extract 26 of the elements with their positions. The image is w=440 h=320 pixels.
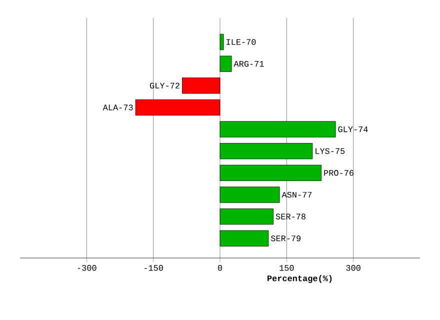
y-tick-label: SER-78 (276, 214, 306, 220)
bar (220, 121, 336, 138)
bar (220, 186, 280, 203)
y-tick-label: ARG-71 (234, 60, 264, 67)
y-tick-label: GLY-74 (338, 126, 368, 132)
y-tick-label: ILE-70 (226, 39, 256, 45)
y-tick-label: ALA-73 (102, 104, 133, 110)
bar (220, 230, 269, 246)
y-tick-label: ASN-77 (282, 192, 312, 198)
x-tick-label: 300 (346, 265, 360, 271)
bar (182, 78, 220, 94)
bar (135, 99, 220, 116)
bar (220, 56, 232, 72)
x-tick-label: 0 (218, 265, 222, 271)
bar (220, 34, 224, 50)
bar (220, 143, 313, 160)
y-tick-label: PRO-76 (324, 170, 354, 176)
y-tick-label: GLY-72 (150, 82, 180, 89)
y-tick-label: LYS-75 (316, 148, 345, 154)
x-tick-label: -300 (78, 265, 96, 271)
y-tick-label: SER-79 (270, 235, 301, 242)
x-axis-title: Percentage(%) (268, 275, 332, 283)
x-tick-label: -150 (144, 265, 163, 271)
x-tick-label: 150 (280, 265, 294, 271)
bar (220, 164, 322, 181)
bar (220, 208, 274, 225)
